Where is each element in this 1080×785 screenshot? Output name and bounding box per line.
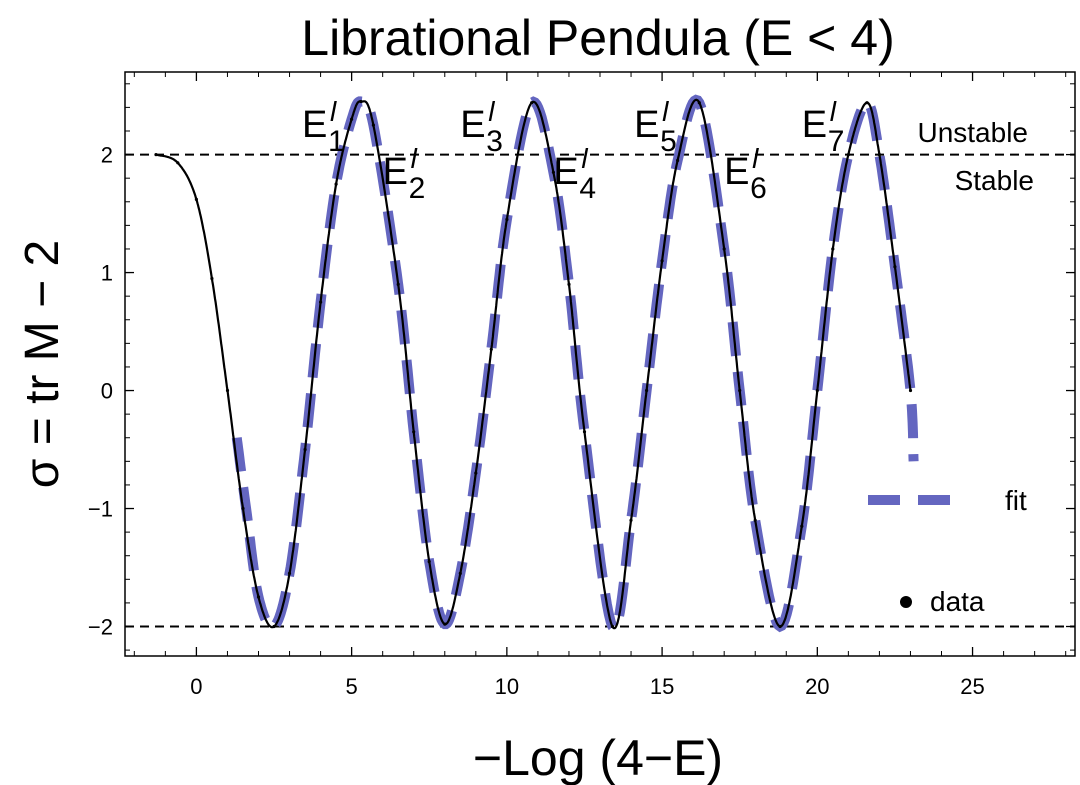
axis-ticks — [125, 72, 1075, 656]
data-point — [846, 153, 851, 157]
annotation-sup: l — [488, 96, 495, 127]
data-series — [154, 98, 913, 630]
data-point — [210, 276, 214, 281]
annotation-sup: l — [330, 96, 337, 127]
annotation-sub: 7 — [828, 125, 845, 158]
data-point — [489, 347, 493, 351]
annotation-e4: E — [553, 151, 578, 193]
annotation-sub: 6 — [750, 172, 767, 205]
annotation-e3: E — [460, 104, 485, 146]
data-point — [334, 182, 338, 186]
data-point — [551, 170, 556, 174]
data-point — [176, 161, 180, 165]
data-point — [287, 571, 292, 576]
x-tick-label: 0 — [190, 674, 202, 699]
x-tick-label: 5 — [346, 674, 358, 699]
x-axis-label: −Log (4−E) — [473, 730, 723, 785]
y-tick-label: 1 — [101, 261, 113, 286]
data-point — [865, 101, 869, 105]
y-tick-label: 0 — [101, 379, 113, 404]
data-point — [154, 153, 158, 157]
legend-fit-label: fit — [1005, 485, 1027, 516]
data-point — [303, 447, 307, 452]
legend-data-marker — [900, 596, 912, 608]
data-point — [738, 388, 742, 393]
annotation-sub: 3 — [486, 125, 503, 158]
region-label-unstable: Unstable — [917, 117, 1028, 148]
reference-lines — [125, 153, 1075, 628]
data-point — [505, 217, 509, 222]
annotation-e1: E — [302, 104, 327, 146]
data-point — [877, 153, 882, 157]
data-point — [778, 624, 782, 629]
data-point — [530, 101, 534, 105]
annotation-sub: 4 — [579, 172, 596, 205]
data-point — [610, 624, 615, 629]
annotation-e5: E — [634, 104, 659, 146]
data-point — [660, 259, 664, 263]
data-point — [697, 101, 701, 105]
data-point — [194, 197, 198, 201]
data-point — [722, 247, 726, 251]
data-point — [908, 388, 913, 393]
annotation-e2: E — [383, 151, 408, 193]
x-tick-label: 20 — [805, 674, 829, 699]
annotation-sub: 1 — [328, 125, 345, 158]
data-point — [371, 123, 375, 127]
data-point — [359, 99, 363, 104]
data-point — [319, 300, 323, 304]
legend: fit data — [868, 485, 1027, 617]
x-tick-label: 15 — [650, 674, 674, 699]
energy-annotations: E 1lE 2lE 3lE 4lE 5lE 6lE 7l — [302, 96, 845, 205]
data-point — [676, 158, 680, 163]
x-tick-label: 25 — [960, 674, 984, 699]
data-point — [815, 388, 819, 393]
data-point — [753, 518, 757, 522]
data-point — [458, 571, 462, 576]
annotation-sup: l — [830, 96, 837, 127]
data-point — [443, 622, 447, 626]
data-point — [474, 471, 478, 475]
y-tick-label: −1 — [88, 497, 113, 522]
data-point — [629, 518, 633, 522]
annotation-sup: l — [662, 96, 669, 127]
annotation-sub: 5 — [660, 125, 677, 158]
region-label-stable: Stable — [955, 165, 1034, 196]
data-point — [272, 624, 276, 629]
annotation-e7: E — [802, 104, 827, 146]
data-point — [256, 595, 261, 599]
data-point — [582, 430, 587, 434]
data-point — [396, 282, 400, 286]
data-point — [645, 388, 649, 393]
data-point — [350, 117, 354, 121]
data-point — [427, 560, 431, 564]
x-tick-label: 10 — [495, 674, 519, 699]
data-point — [412, 430, 416, 434]
legend-data-label: data — [930, 586, 985, 617]
annotation-sup: l — [581, 143, 588, 174]
axis-tick-labels: 0 5 10 15 20 25 −2 −1 0 1 2 — [88, 143, 985, 699]
annotation-sub: 2 — [409, 172, 426, 205]
data-point — [800, 524, 804, 528]
data-curve — [155, 98, 912, 630]
chart-title: Librational Pendula (E < 4) — [301, 10, 894, 66]
y-tick-label: 2 — [101, 143, 113, 168]
annotation-e6: E — [724, 151, 749, 193]
y-tick-label: −2 — [88, 615, 113, 640]
y-axis-label: σ = tr M − 2 — [16, 240, 69, 488]
annotation-sup: l — [411, 143, 418, 174]
data-point — [241, 506, 245, 511]
data-point — [831, 247, 835, 251]
data-point — [567, 282, 571, 286]
data-point — [893, 265, 897, 269]
data-point — [225, 388, 230, 393]
annotation-sup: l — [752, 143, 759, 174]
